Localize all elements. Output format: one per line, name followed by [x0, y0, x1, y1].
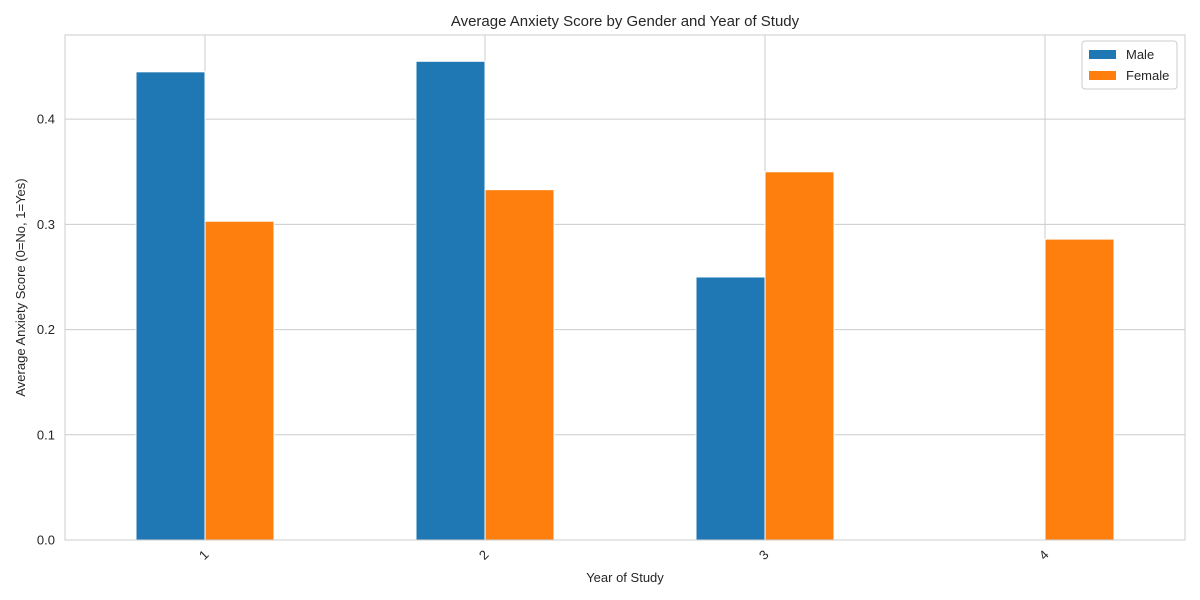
y-tick-label: 0.4 [37, 112, 55, 127]
y-axis-label: Average Anxiety Score (0=No, 1=Yes) [13, 178, 28, 396]
bar-female-1 [204, 220, 275, 541]
y-tick-label: 0.2 [37, 322, 55, 337]
bar-male-1 [135, 71, 206, 541]
x-tick-label: 2 [476, 547, 492, 563]
legend: Male Female [1081, 40, 1178, 90]
x-tick-label: 3 [756, 547, 772, 563]
y-tick-label: 0.1 [37, 427, 55, 442]
bar-male-3 [695, 276, 766, 541]
bar-female-4 [1044, 238, 1115, 541]
bars [135, 60, 1115, 541]
bar-female-2 [484, 189, 555, 541]
chart-title: Average Anxiety Score by Gender and Year… [451, 13, 800, 30]
bar-female-3 [764, 171, 835, 541]
y-tick-label: 0.0 [37, 533, 55, 548]
x-tick-label: 1 [196, 547, 212, 563]
bar-male-2 [415, 60, 486, 541]
legend-label-female: Female [1126, 68, 1169, 83]
x-tick-label: 4 [1036, 547, 1052, 563]
y-tick-labels: 0.0 0.1 0.2 0.3 0.4 [37, 112, 55, 548]
x-axis-label: Year of Study [586, 570, 664, 585]
legend-swatch-female [1089, 71, 1116, 80]
x-tick-labels: 1 2 3 4 [196, 547, 1052, 563]
y-tick-label: 0.3 [37, 217, 55, 232]
plot-frame [64, 34, 1186, 541]
legend-swatch-male [1089, 50, 1116, 59]
legend-label-male: Male [1126, 47, 1154, 62]
